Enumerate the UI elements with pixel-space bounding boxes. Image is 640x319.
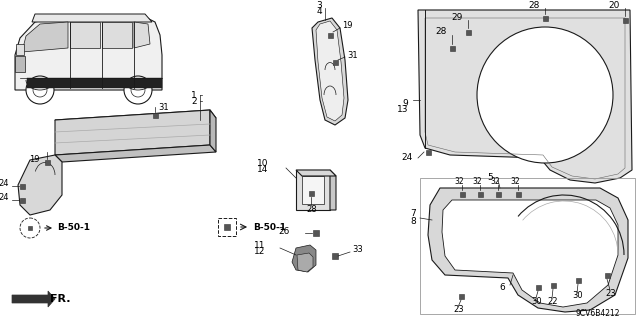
FancyBboxPatch shape xyxy=(308,190,314,196)
Text: 30: 30 xyxy=(531,296,541,306)
Circle shape xyxy=(124,76,152,104)
Text: 9: 9 xyxy=(403,100,408,108)
Text: 8: 8 xyxy=(410,217,416,226)
FancyBboxPatch shape xyxy=(460,191,465,197)
Polygon shape xyxy=(18,155,62,215)
FancyBboxPatch shape xyxy=(152,113,157,117)
Text: 26: 26 xyxy=(278,227,290,236)
Text: 28: 28 xyxy=(306,205,317,214)
Polygon shape xyxy=(210,110,216,152)
Text: 10: 10 xyxy=(257,159,268,167)
Text: 20: 20 xyxy=(609,1,620,10)
FancyBboxPatch shape xyxy=(19,197,24,203)
FancyBboxPatch shape xyxy=(477,191,483,197)
Polygon shape xyxy=(22,22,68,52)
Text: 3: 3 xyxy=(316,2,322,11)
Text: 24: 24 xyxy=(402,153,413,162)
Text: 13: 13 xyxy=(397,106,408,115)
Text: 6: 6 xyxy=(499,284,505,293)
FancyBboxPatch shape xyxy=(328,33,333,38)
Text: 32: 32 xyxy=(472,177,482,187)
FancyBboxPatch shape xyxy=(515,191,520,197)
Text: 19: 19 xyxy=(29,155,40,165)
Text: 4: 4 xyxy=(316,8,322,17)
FancyBboxPatch shape xyxy=(224,224,230,230)
FancyBboxPatch shape xyxy=(426,150,431,154)
Text: 31: 31 xyxy=(158,102,168,112)
FancyBboxPatch shape xyxy=(465,29,470,34)
Polygon shape xyxy=(55,110,210,155)
Text: 5: 5 xyxy=(487,174,493,182)
FancyBboxPatch shape xyxy=(19,183,24,189)
Text: B-50-1: B-50-1 xyxy=(57,224,90,233)
Text: 32: 32 xyxy=(454,177,464,187)
FancyBboxPatch shape xyxy=(575,278,580,283)
Polygon shape xyxy=(292,245,316,272)
FancyBboxPatch shape xyxy=(550,283,556,287)
Text: 12: 12 xyxy=(253,248,265,256)
Polygon shape xyxy=(16,44,24,55)
Polygon shape xyxy=(296,170,330,210)
Text: 19: 19 xyxy=(342,21,353,31)
Text: 7: 7 xyxy=(410,210,416,219)
Text: 28: 28 xyxy=(436,27,447,36)
Polygon shape xyxy=(27,78,162,88)
Polygon shape xyxy=(302,176,324,204)
Polygon shape xyxy=(15,56,25,72)
Text: FR.: FR. xyxy=(50,294,70,304)
Text: 32: 32 xyxy=(490,177,500,187)
Text: 11: 11 xyxy=(253,241,265,249)
FancyBboxPatch shape xyxy=(458,293,463,299)
Polygon shape xyxy=(55,145,216,162)
Polygon shape xyxy=(330,170,336,210)
Polygon shape xyxy=(428,188,628,312)
Text: 33: 33 xyxy=(352,246,363,255)
Text: 23: 23 xyxy=(453,306,463,315)
Text: 30: 30 xyxy=(572,292,582,300)
Text: 31: 31 xyxy=(347,50,358,60)
Text: 28: 28 xyxy=(529,1,540,10)
Text: B-50-1: B-50-1 xyxy=(253,222,286,232)
FancyBboxPatch shape xyxy=(28,226,32,230)
Polygon shape xyxy=(15,17,162,90)
Text: 9CV6B4212: 9CV6B4212 xyxy=(575,308,620,317)
Bar xyxy=(420,178,635,314)
Text: 29: 29 xyxy=(452,12,463,21)
Text: 14: 14 xyxy=(257,166,268,174)
FancyBboxPatch shape xyxy=(543,16,547,20)
Text: 2: 2 xyxy=(191,97,197,106)
Polygon shape xyxy=(102,22,132,48)
Text: 23: 23 xyxy=(605,288,616,298)
Polygon shape xyxy=(442,200,618,307)
Polygon shape xyxy=(12,291,55,307)
FancyBboxPatch shape xyxy=(605,272,609,278)
Polygon shape xyxy=(55,110,216,128)
Polygon shape xyxy=(32,14,152,22)
Circle shape xyxy=(26,76,54,104)
Polygon shape xyxy=(296,170,336,176)
Polygon shape xyxy=(312,18,348,125)
FancyBboxPatch shape xyxy=(332,253,338,259)
Polygon shape xyxy=(70,22,100,48)
FancyBboxPatch shape xyxy=(45,160,49,165)
FancyBboxPatch shape xyxy=(536,285,541,290)
FancyBboxPatch shape xyxy=(449,46,454,50)
Text: 1: 1 xyxy=(191,91,197,100)
Polygon shape xyxy=(316,21,344,121)
Text: 22: 22 xyxy=(547,298,557,307)
Polygon shape xyxy=(134,22,150,48)
Polygon shape xyxy=(418,10,632,183)
FancyBboxPatch shape xyxy=(623,18,627,23)
FancyBboxPatch shape xyxy=(495,191,500,197)
Circle shape xyxy=(477,27,613,163)
FancyBboxPatch shape xyxy=(333,60,337,64)
Polygon shape xyxy=(297,253,313,272)
Text: 24: 24 xyxy=(0,179,9,188)
Text: 32: 32 xyxy=(510,177,520,187)
FancyBboxPatch shape xyxy=(313,230,319,236)
Text: 24: 24 xyxy=(0,192,9,202)
